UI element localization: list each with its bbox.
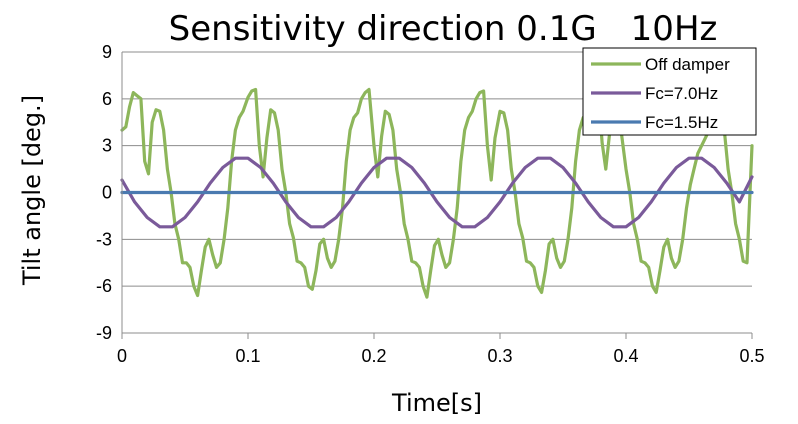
- y-axis-label: Tilt angle [deg.]: [18, 95, 46, 286]
- y-tick-label: 6: [102, 89, 112, 109]
- y-tick-label: -6: [96, 276, 112, 296]
- x-tick-label: 0.4: [613, 346, 638, 366]
- y-tick-label: 0: [102, 183, 112, 203]
- x-tick-label: 0.2: [361, 346, 386, 366]
- series-line-2: [120, 156, 754, 229]
- chart-title: Sensitivity direction 0.1G 10Hz: [169, 9, 718, 49]
- x-tick-label: 0.5: [739, 346, 764, 366]
- y-tick-label: 3: [102, 136, 112, 156]
- x-axis-label: Time[s]: [391, 389, 482, 417]
- legend-label: Fc=7.0Hz: [645, 84, 718, 103]
- x-tick-label: 0.1: [235, 346, 260, 366]
- legend-label: Off damper: [645, 55, 730, 74]
- legend: Off damper Fc=7.0Hz Fc=1.5Hz: [582, 47, 757, 136]
- x-tick-label: 0.3: [487, 346, 512, 366]
- series-line-1: [120, 87, 754, 299]
- y-tick-label: -9: [96, 323, 112, 343]
- y-tick-label: -3: [96, 229, 112, 249]
- y-tick-label: 9: [102, 42, 112, 62]
- x-tick-label: 0: [117, 346, 127, 366]
- plot-area: [120, 87, 754, 299]
- legend-label: Fc=1.5Hz: [645, 113, 718, 132]
